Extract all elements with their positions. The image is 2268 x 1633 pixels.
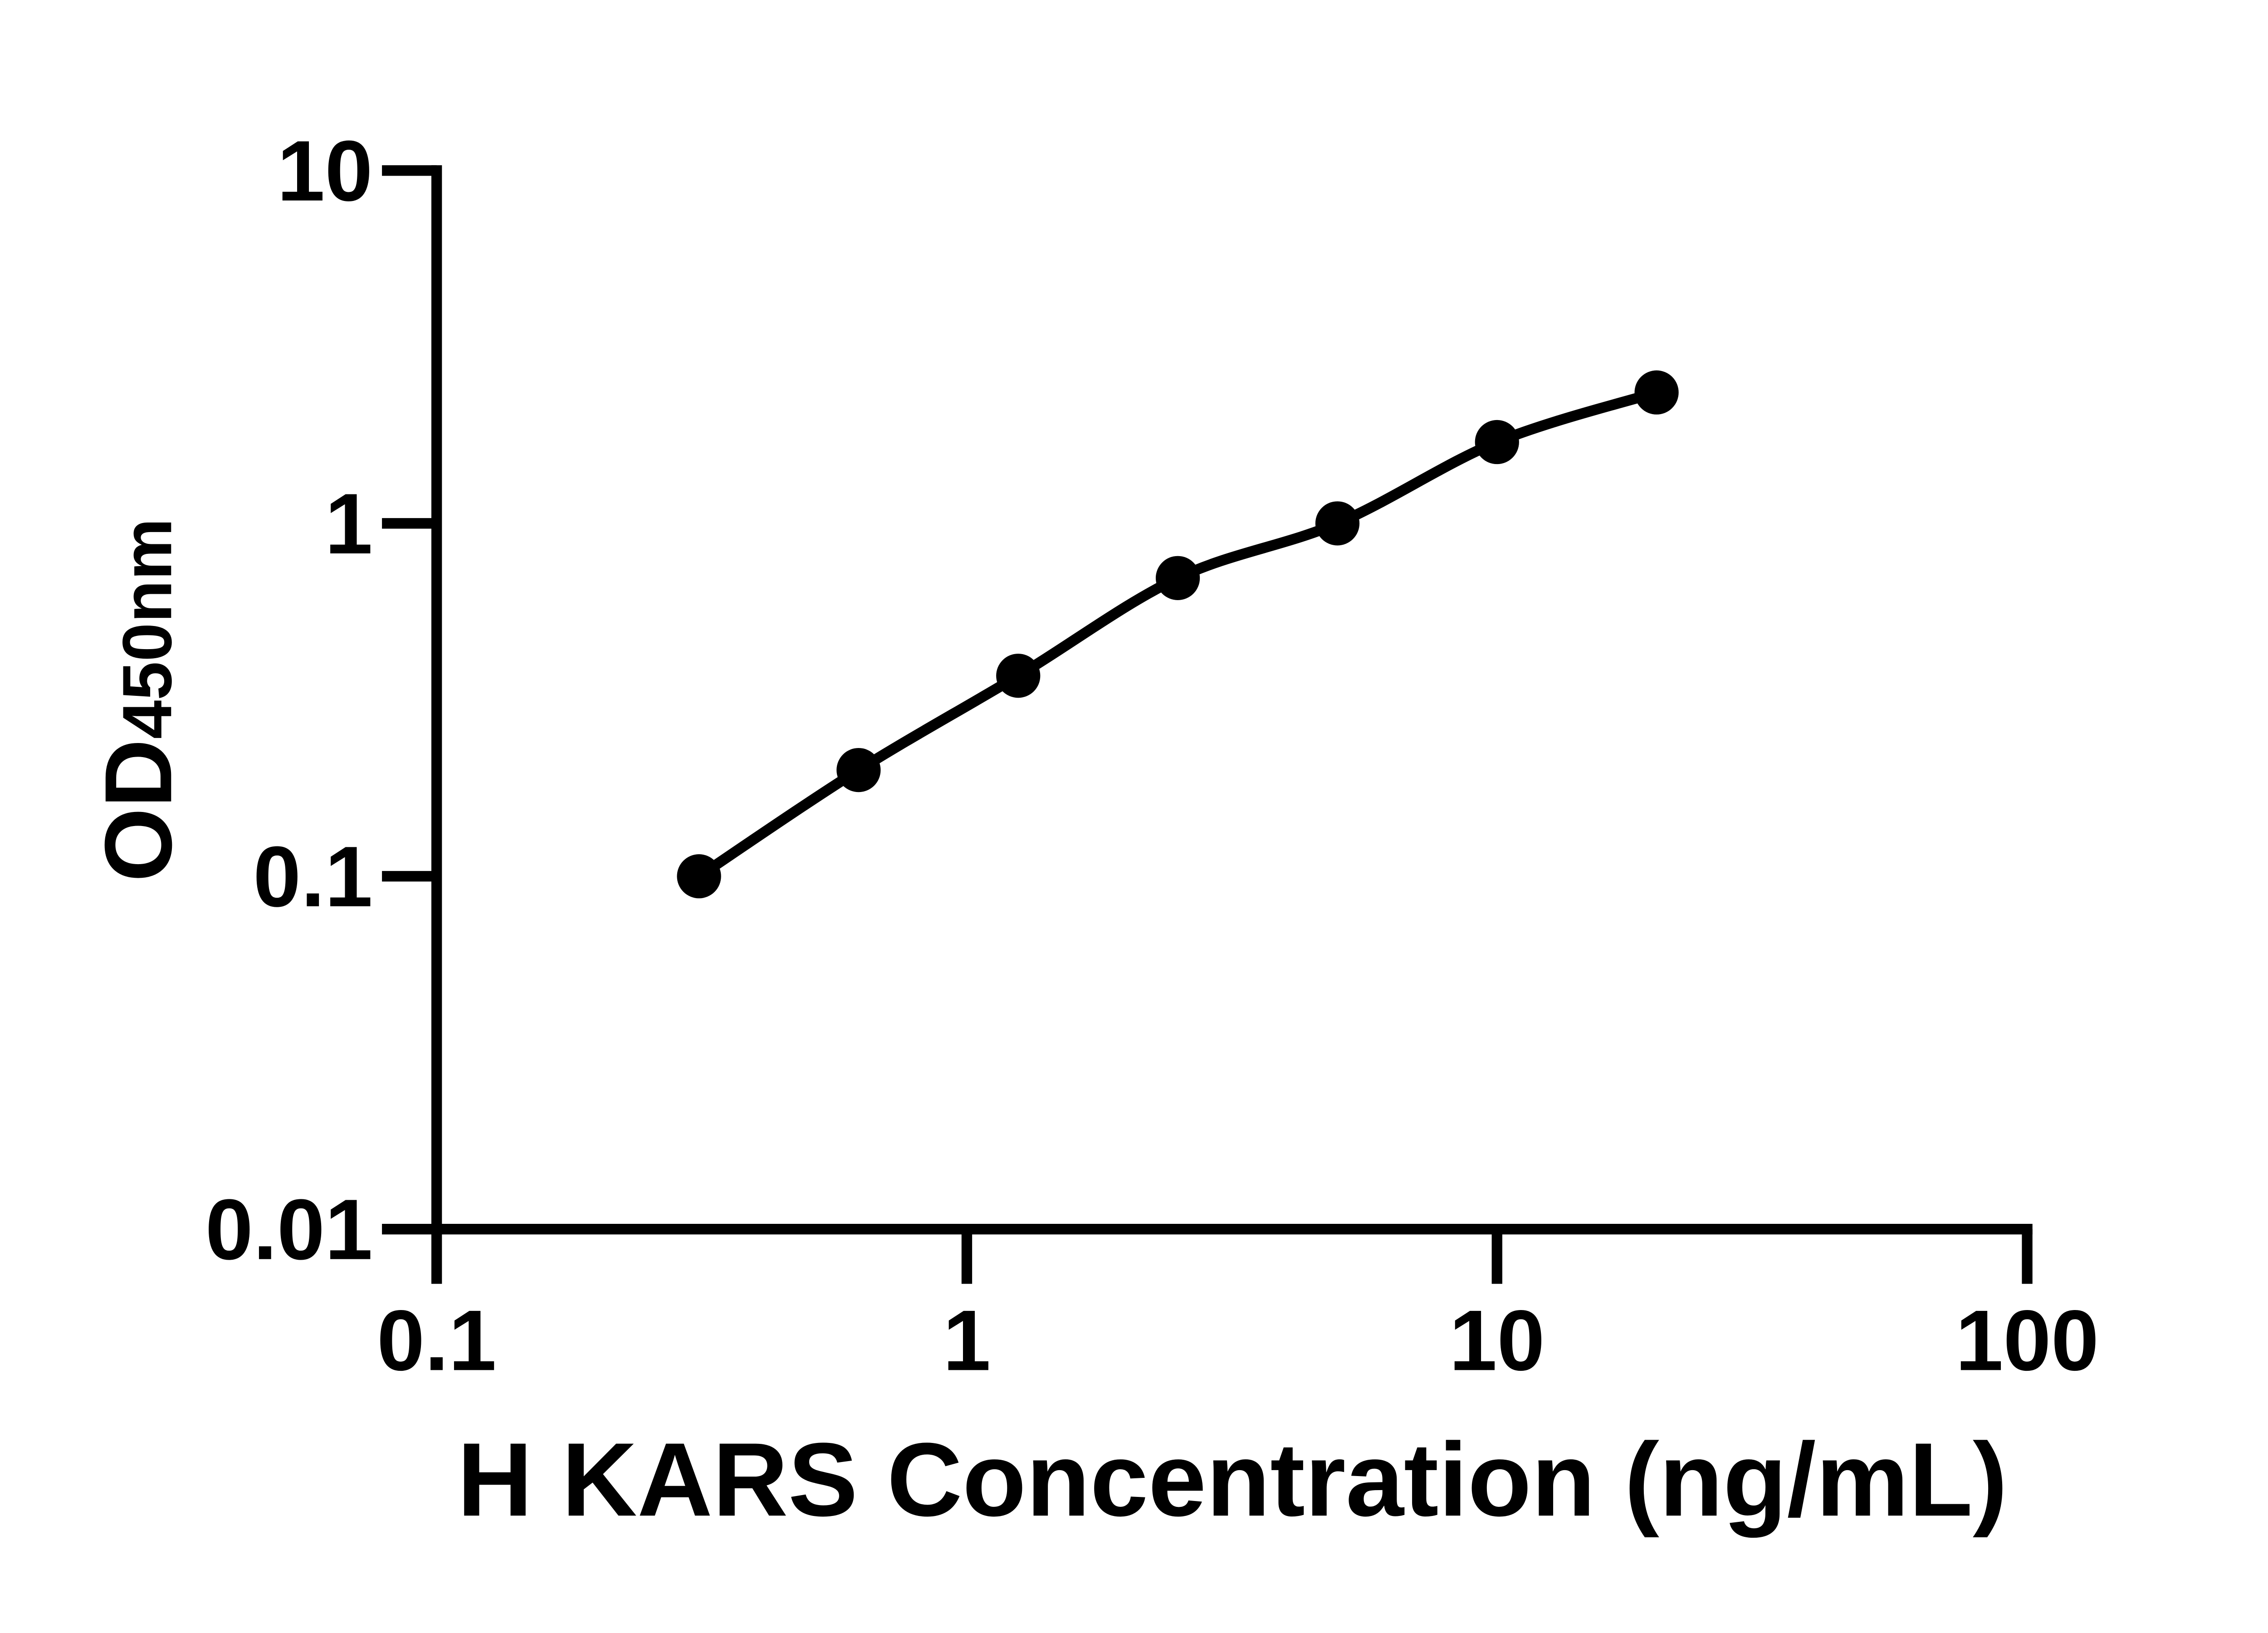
- x-tick-label-0.1: 0.1: [377, 1292, 497, 1389]
- data-point-3: [996, 654, 1041, 698]
- data-point-1: [677, 854, 721, 899]
- data-point-4: [1155, 556, 1200, 600]
- plot-background: [0, 22, 2268, 1611]
- y-tick-label-1: 1: [325, 476, 372, 572]
- x-tick-label-10: 10: [1449, 1292, 1545, 1389]
- y-tick-label-10: 10: [277, 123, 373, 219]
- y-axis-title-main: OD: [85, 739, 191, 882]
- y-tick-label-0.01: 0.01: [205, 1182, 373, 1278]
- data-point-6: [1475, 420, 1519, 464]
- y-axis-title-sub: 450nm: [108, 518, 186, 739]
- x-tick-label-100: 100: [1955, 1292, 2099, 1389]
- data-point-7: [1634, 370, 1679, 415]
- x-tick-label-1: 1: [943, 1292, 991, 1389]
- data-point-5: [1315, 501, 1360, 546]
- x-axis-title: H KARS Concentration (ng/mL): [457, 1421, 2008, 1538]
- y-tick-label-0.1: 0.1: [253, 829, 373, 925]
- curve-and-points: [677, 370, 1679, 899]
- data-point-2: [836, 748, 881, 792]
- y-axis-title: OD450nm: [85, 518, 191, 882]
